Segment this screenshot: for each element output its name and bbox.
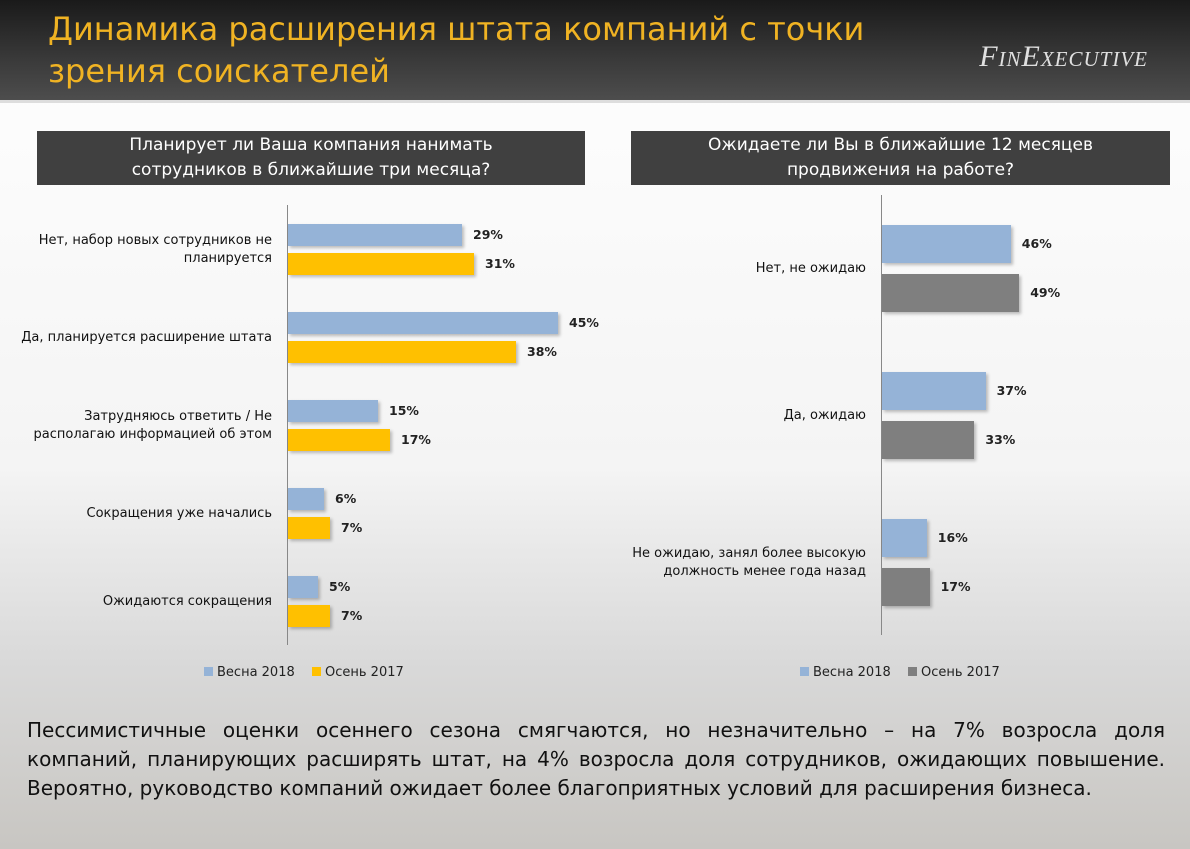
bar xyxy=(288,605,330,627)
bar xyxy=(288,576,318,598)
legend-label: Весна 2018 xyxy=(217,665,295,680)
bar xyxy=(288,400,378,422)
value-label: 37% xyxy=(996,383,1027,398)
axis-line xyxy=(881,195,882,635)
header: Динамика расширения штата компаний с точ… xyxy=(0,0,1190,103)
value-label: 16% xyxy=(937,530,968,545)
category-label: Сокращения уже начались xyxy=(86,505,272,521)
value-label: 33% xyxy=(985,432,1016,447)
legend-item: Весна 2018 xyxy=(204,665,295,681)
chart-title: Планирует ли Ваша компания нанимать сотр… xyxy=(37,131,585,185)
bar xyxy=(882,519,927,557)
category-label: Нет, не ожидаю xyxy=(755,260,866,276)
chart-title: Ожидаете ли Вы в ближайшие 12 месяцев пр… xyxy=(631,131,1170,185)
legend-label: Осень 2017 xyxy=(921,665,1000,680)
legend-swatch xyxy=(800,667,809,676)
value-label: 31% xyxy=(485,256,515,271)
bar xyxy=(288,341,516,363)
bar xyxy=(288,312,558,334)
legend-item: Осень 2017 xyxy=(312,665,404,681)
value-label: 38% xyxy=(527,344,557,359)
value-label: 17% xyxy=(940,579,971,594)
bar xyxy=(882,421,975,459)
category-label: Ожидаются сокращения xyxy=(102,593,272,609)
axis-line xyxy=(287,205,288,645)
category-label: Да, планируется расширение штата xyxy=(21,329,272,345)
bar xyxy=(288,517,330,539)
legend-item: Осень 2017 xyxy=(908,665,1000,681)
bar xyxy=(882,372,986,410)
logo: FinExecutive xyxy=(979,40,1148,73)
legend-swatch xyxy=(204,667,213,676)
legend-label: Осень 2017 xyxy=(325,665,404,680)
value-label: 45% xyxy=(569,315,599,330)
value-label: 49% xyxy=(1030,285,1061,300)
legend-label: Весна 2018 xyxy=(813,665,891,680)
value-label: 17% xyxy=(401,432,431,447)
category-label: Затрудняюсь ответить / Не располагаю инф… xyxy=(33,408,272,442)
bar xyxy=(288,429,390,451)
value-label: 46% xyxy=(1021,236,1052,251)
bar xyxy=(288,253,474,275)
bar xyxy=(882,568,930,606)
bar xyxy=(882,274,1020,312)
bar xyxy=(288,488,324,510)
legend-swatch xyxy=(908,667,917,676)
title: Динамика расширения штата компаний с точ… xyxy=(48,10,865,90)
legend-swatch xyxy=(312,667,321,676)
category-label: Нет, набор новых сотрудников не планируе… xyxy=(38,232,272,266)
value-label: 6% xyxy=(335,491,357,506)
value-label: 7% xyxy=(341,520,363,535)
footer-text: Пессимистичные оценки осеннего сезона см… xyxy=(27,718,1165,800)
legend-item: Весна 2018 xyxy=(800,665,891,681)
category-label: Не ожидаю, занял более высокую должность… xyxy=(632,545,866,579)
value-label: 15% xyxy=(389,403,419,418)
bar xyxy=(882,225,1011,263)
bar xyxy=(288,224,462,246)
value-label: 29% xyxy=(473,227,503,242)
value-label: 5% xyxy=(329,579,351,594)
category-label: Да, ожидаю xyxy=(783,407,866,423)
value-label: 7% xyxy=(341,608,363,623)
